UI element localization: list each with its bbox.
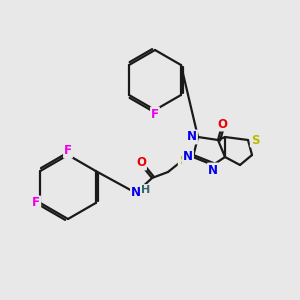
Text: S: S (251, 134, 259, 146)
Text: F: F (151, 107, 159, 121)
Text: S: S (179, 154, 187, 166)
Text: O: O (217, 118, 227, 130)
Text: H: H (141, 185, 151, 195)
Text: N: N (183, 151, 193, 164)
Text: N: N (208, 164, 218, 176)
Text: N: N (187, 130, 197, 143)
Text: F: F (64, 145, 72, 158)
Text: O: O (136, 157, 146, 169)
Text: F: F (32, 196, 40, 209)
Text: N: N (131, 187, 141, 200)
